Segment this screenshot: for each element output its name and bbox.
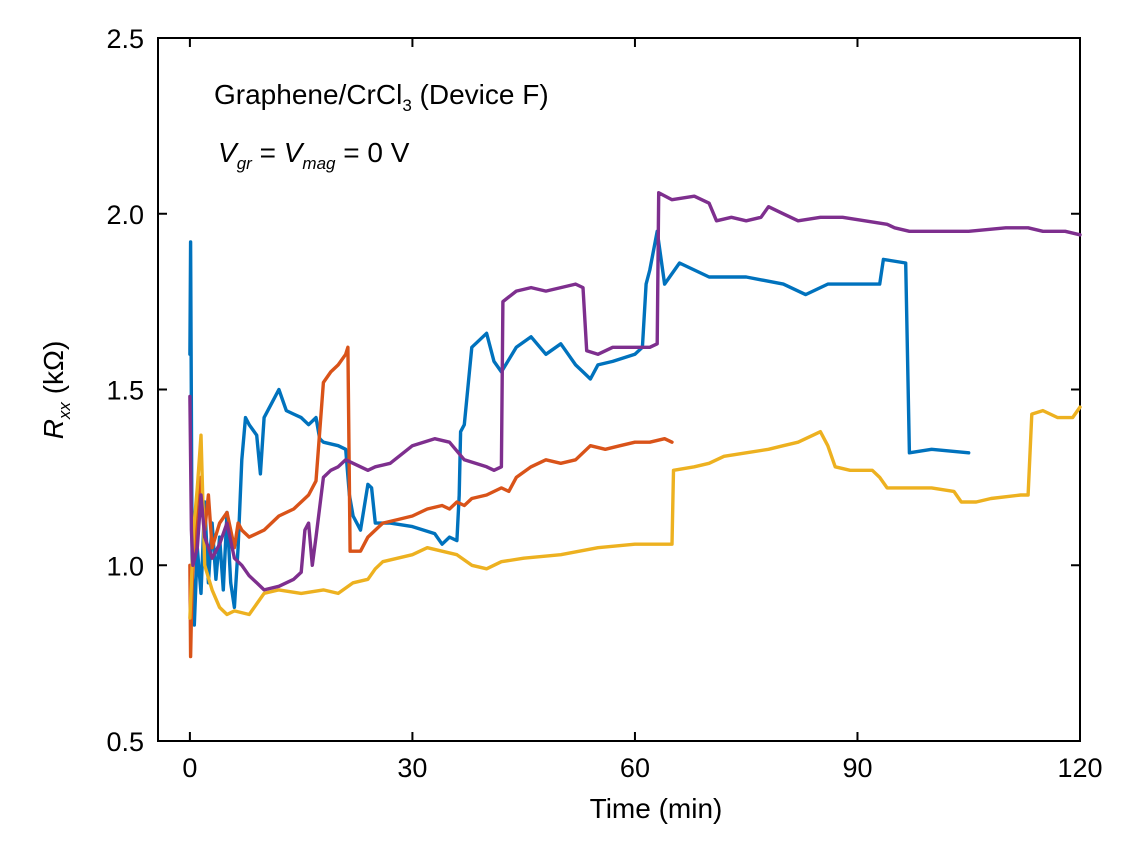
x-tick-label: 90: [842, 753, 872, 783]
series-line-blue: [188, 229, 971, 627]
series-layer: [188, 190, 1082, 659]
x-tick-label: 0: [182, 753, 197, 783]
annotation-device: Graphene/CrCl3 (Device F): [214, 79, 549, 115]
series-line-yellow: [188, 405, 1082, 620]
ticks: 0 30 60 90 120 0.5 1.0 1.5 2.0 2.5: [106, 24, 1102, 783]
x-tick-label: 60: [620, 753, 650, 783]
series-line-purple: [188, 190, 1082, 592]
y-axis-label: Rxx (kΩ): [38, 341, 74, 440]
y-tick-label: 1.5: [106, 376, 144, 406]
x-axis-label: Time (min): [590, 793, 723, 824]
y-tick-label: 0.5: [106, 727, 144, 757]
x-tick-label: 120: [1057, 753, 1102, 783]
x-tick-label: 30: [397, 753, 427, 783]
y-tick-label: 2.5: [106, 24, 144, 54]
y-tick-label: 1.0: [106, 551, 144, 581]
series-line-orange: [188, 345, 674, 659]
annotation-voltage: Vgr = Vmag = 0 V: [218, 137, 410, 173]
y-tick-label: 2.0: [106, 200, 144, 230]
